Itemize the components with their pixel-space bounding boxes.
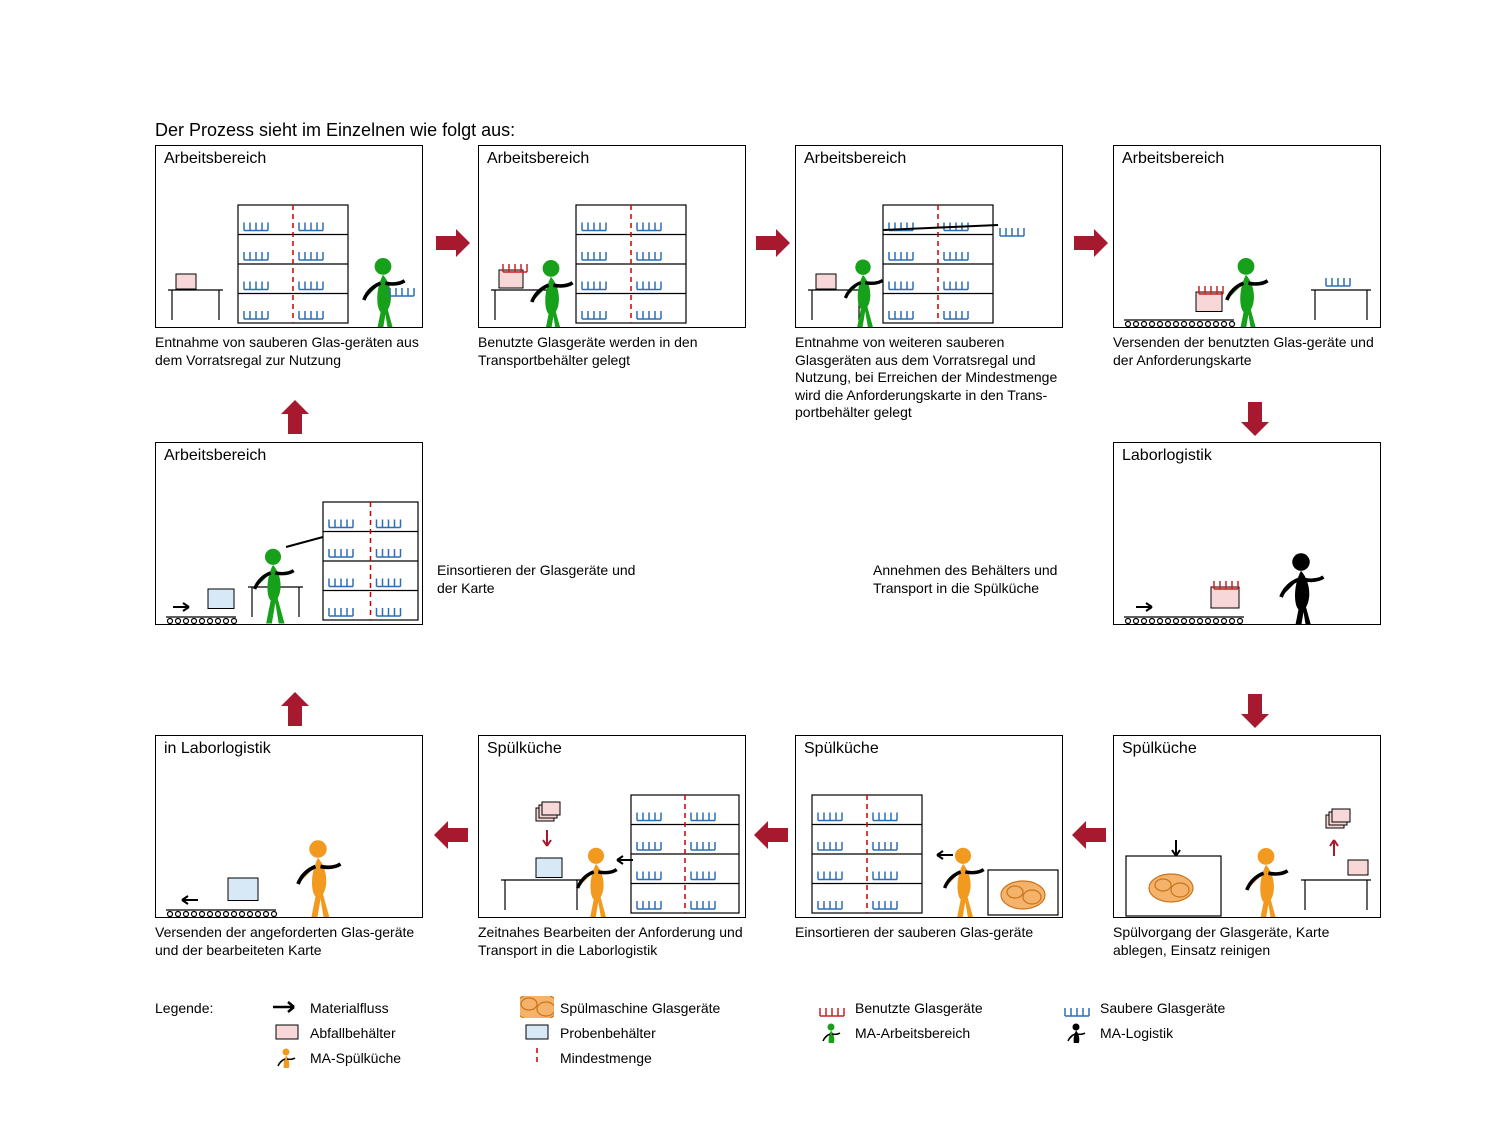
legend-person-black <box>1060 1021 1094 1043</box>
panel-p1: Arbeitsbereich <box>155 145 423 328</box>
legend-label: Materialfluss <box>310 1000 389 1016</box>
panel-p6: Spülküche <box>1113 735 1381 918</box>
panel-p9: in Laborlogistik <box>155 735 423 918</box>
panel-p4: Arbeitsbereich <box>1113 145 1381 328</box>
panel-p2: Arbeitsbereich <box>478 145 746 328</box>
flow-arrow <box>275 398 315 438</box>
panel-scene <box>1116 760 1380 917</box>
legend-box-pink <box>270 1021 304 1043</box>
panel-title: Spülküche <box>1122 740 1197 758</box>
flow-arrow <box>1070 223 1110 263</box>
flow-arrow <box>1235 398 1275 438</box>
panel-scene <box>798 760 1062 917</box>
legend-person-green <box>815 1021 849 1043</box>
panel-scene <box>798 170 1062 327</box>
panel-caption: Versenden der benutzten Glas-geräte und … <box>1113 334 1381 369</box>
legend-person-orange <box>270 1046 304 1068</box>
flow-arrow <box>752 815 792 855</box>
panel-caption: Entnahme von sauberen Glas-geräten aus d… <box>155 334 423 369</box>
legend-label: MA-Spülküche <box>310 1050 401 1066</box>
panel-p7: Spülküche <box>795 735 1063 918</box>
flow-arrow <box>275 690 315 730</box>
legend-rack-blue <box>1060 996 1094 1018</box>
panel-title: Arbeitsbereich <box>487 150 589 168</box>
legend-label: Probenbehälter <box>560 1025 656 1041</box>
panel-scene <box>158 170 422 327</box>
legend-label: Benutzte Glasgeräte <box>855 1000 983 1016</box>
diagram-stage: Der Prozess sieht im Einzelnen wie folgt… <box>0 0 1500 1125</box>
panel-title: Spülküche <box>804 740 879 758</box>
legend-label: Mindestmenge <box>560 1050 652 1066</box>
legend-label: Abfallbehälter <box>310 1025 396 1041</box>
panel-caption: Spülvorgang der Glasgeräte, Karte ablege… <box>1113 924 1381 959</box>
panel-title: Arbeitsbereich <box>164 447 266 465</box>
flow-arrow <box>432 223 472 263</box>
legend-rack-red <box>815 996 849 1018</box>
legend-label: Spülmaschine Glasgeräte <box>560 1000 720 1016</box>
panel-scene <box>1116 170 1380 327</box>
panel-title: in Laborlogistik <box>164 740 271 758</box>
panel-p3: Arbeitsbereich <box>795 145 1063 328</box>
flow-arrow <box>1070 815 1110 855</box>
panel-caption: Annehmen des Behälters und Transport in … <box>873 562 1093 597</box>
panel-scene <box>158 467 422 624</box>
legend-title: Legende: <box>155 1000 213 1016</box>
panel-caption: Versenden der angeforderten Glas-geräte … <box>155 924 423 959</box>
legend-box-blue <box>520 1021 554 1043</box>
panel-p10: Arbeitsbereich <box>155 442 423 625</box>
panel-caption: Entnahme von weiteren sauberen Glasgerät… <box>795 334 1063 422</box>
panel-caption: Benutzte Glasgeräte werden in den Transp… <box>478 334 746 369</box>
panel-title: Laborlogistik <box>1122 447 1212 465</box>
panel-p8: Spülküche <box>478 735 746 918</box>
panel-scene <box>158 760 422 917</box>
panel-caption: Zeitnahes Bearbeiten der Anforderung und… <box>478 924 746 959</box>
panel-title: Arbeitsbereich <box>164 150 266 168</box>
flow-arrow <box>1235 690 1275 730</box>
legend-dash-red <box>520 1046 554 1068</box>
flow-arrow <box>752 223 792 263</box>
legend-arrow-black <box>270 996 304 1018</box>
legend-label: MA-Logistik <box>1100 1025 1173 1041</box>
panel-scene <box>481 170 745 327</box>
panel-title: Spülküche <box>487 740 562 758</box>
panel-scene <box>481 760 745 917</box>
panel-caption: Einsortieren der Glasgeräte und der Kart… <box>437 562 657 597</box>
panel-p5: Laborlogistik <box>1113 442 1381 625</box>
legend-label: Saubere Glasgeräte <box>1100 1000 1225 1016</box>
legend-dishwasher <box>520 996 554 1018</box>
heading: Der Prozess sieht im Einzelnen wie folgt… <box>155 120 515 141</box>
panel-title: Arbeitsbereich <box>804 150 906 168</box>
flow-arrow <box>432 815 472 855</box>
panel-title: Arbeitsbereich <box>1122 150 1224 168</box>
panel-scene <box>1116 467 1380 624</box>
panel-caption: Einsortieren der sauberen Glas-geräte <box>795 924 1063 942</box>
legend-label: MA-Arbeitsbereich <box>855 1025 970 1041</box>
